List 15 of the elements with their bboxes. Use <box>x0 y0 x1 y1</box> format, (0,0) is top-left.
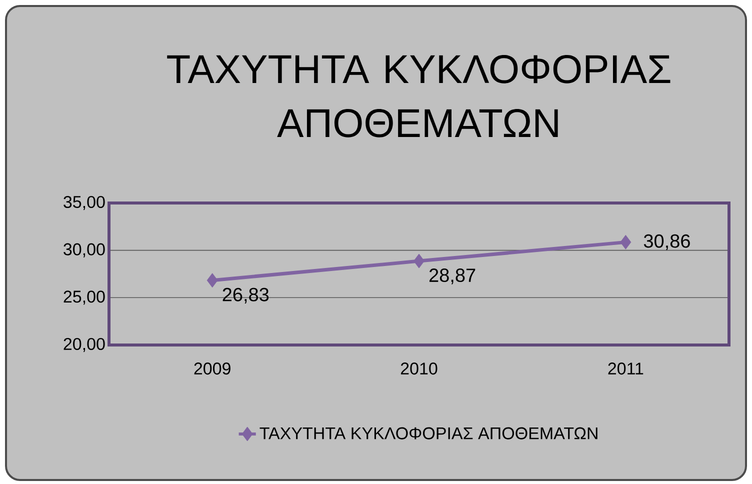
chart-title: ΤΑΧΥΤΗΤΑ ΚΥΚΛΟΦΟΡΙΑΣ ΑΠΟΘΕΜΑΤΩΝ <box>167 55 670 138</box>
data-label: 30,86 <box>644 234 690 250</box>
x-tick-label: 2010 <box>400 362 438 375</box>
y-tick-label: 25,00 <box>64 290 105 305</box>
data-label: 26,83 <box>222 288 269 304</box>
y-tick-label: 35,00 <box>64 196 105 210</box>
data-label: 28,87 <box>429 268 476 284</box>
x-tick-label: 2009 <box>194 362 230 375</box>
x-tick-label: 2011 <box>608 362 644 375</box>
point <box>620 234 632 250</box>
point <box>414 254 425 268</box>
y-tick-label: 30,00 <box>64 243 105 258</box>
legend-label: ΤΑΧΥΤΗΤΑ ΚΥΚΛΟΦΟΡΙΑΣ ΑΠΟΘΕΜΑΤΩΝ <box>260 427 598 440</box>
point <box>206 273 218 288</box>
y-tick-label: 20,00 <box>64 338 105 352</box>
